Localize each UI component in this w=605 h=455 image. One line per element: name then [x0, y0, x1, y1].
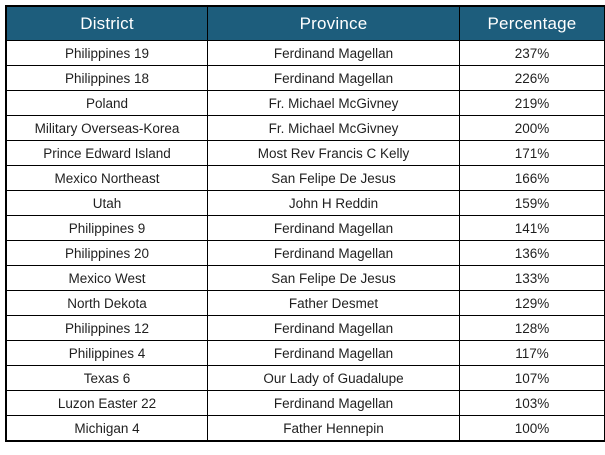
cell-percentage: 166%	[459, 165, 605, 191]
cell-percentage: 129%	[459, 290, 605, 316]
table-row: North Dekota Father Desmet 129%	[5, 290, 605, 316]
cell-province: Ferdinand Magellan	[207, 390, 460, 416]
cell-percentage: 107%	[459, 365, 605, 391]
cell-district: Philippines 9	[5, 215, 208, 241]
cell-district: North Dekota	[5, 290, 208, 316]
cell-district: Prince Edward Island	[5, 140, 208, 166]
cell-district: Luzon Easter 22	[5, 390, 208, 416]
table-row: Philippines 12 Ferdinand Magellan 128%	[5, 315, 605, 341]
cell-percentage: 103%	[459, 390, 605, 416]
column-header-district: District	[5, 5, 208, 41]
cell-district: Texas 6	[5, 365, 208, 391]
cell-province: Father Desmet	[207, 290, 460, 316]
table-row: Philippines 4 Ferdinand Magellan 117%	[5, 340, 605, 366]
cell-province: Ferdinand Magellan	[207, 40, 460, 66]
cell-percentage: 128%	[459, 315, 605, 341]
cell-district: Utah	[5, 190, 208, 216]
cell-province: Most Rev Francis C Kelly	[207, 140, 460, 166]
cell-percentage: 226%	[459, 65, 605, 91]
table-row: Mexico West San Felipe De Jesus 133%	[5, 265, 605, 291]
table-row: Mexico Northeast San Felipe De Jesus 166%	[5, 165, 605, 191]
cell-district: Philippines 19	[5, 40, 208, 66]
cell-province: San Felipe De Jesus	[207, 265, 460, 291]
cell-province: Father Hennepin	[207, 415, 460, 442]
header-row: District Province Percentage	[5, 5, 605, 41]
cell-percentage: 171%	[459, 140, 605, 166]
cell-province: Ferdinand Magellan	[207, 315, 460, 341]
cell-district: Mexico Northeast	[5, 165, 208, 191]
cell-percentage: 159%	[459, 190, 605, 216]
table-row: Philippines 18 Ferdinand Magellan 226%	[5, 65, 605, 91]
cell-province: John H Reddin	[207, 190, 460, 216]
district-percentage-table: District Province Percentage Philippines…	[5, 5, 605, 442]
table-row: Poland Fr. Michael McGivney 219%	[5, 90, 605, 116]
table-row: Philippines 19 Ferdinand Magellan 237%	[5, 40, 605, 66]
cell-percentage: 141%	[459, 215, 605, 241]
table-row: Philippines 9 Ferdinand Magellan 141%	[5, 215, 605, 241]
cell-province: Fr. Michael McGivney	[207, 115, 460, 141]
column-header-province: Province	[207, 5, 460, 41]
column-header-percentage: Percentage	[459, 5, 605, 41]
cell-province: Ferdinand Magellan	[207, 65, 460, 91]
table-header: District Province Percentage	[5, 5, 605, 41]
cell-district: Philippines 18	[5, 65, 208, 91]
table-row: Prince Edward Island Most Rev Francis C K…	[5, 140, 605, 166]
cell-district: Philippines 20	[5, 240, 208, 266]
table-body: Philippines 19 Ferdinand Magellan 237% Phil…	[5, 40, 605, 442]
table-row: Utah John H Reddin 159%	[5, 190, 605, 216]
table-row: Luzon Easter 22 Ferdinand Magellan 103%	[5, 390, 605, 416]
cell-district: Philippines 12	[5, 315, 208, 341]
table-row: Texas 6 Our Lady of Guadalupe 107%	[5, 365, 605, 391]
cell-percentage: 200%	[459, 115, 605, 141]
cell-district: Michigan 4	[5, 415, 208, 442]
cell-province: Our Lady of Guadalupe	[207, 365, 460, 391]
cell-percentage: 100%	[459, 415, 605, 442]
cell-district: Mexico West	[5, 265, 208, 291]
cell-district: Military Overseas-Korea	[5, 115, 208, 141]
table-row: Military Overseas-Korea Fr. Michael McGiv…	[5, 115, 605, 141]
cell-percentage: 219%	[459, 90, 605, 116]
cell-district: Poland	[5, 90, 208, 116]
cell-province: Ferdinand Magellan	[207, 340, 460, 366]
cell-percentage: 133%	[459, 265, 605, 291]
cell-percentage: 237%	[459, 40, 605, 66]
table-row: Michigan 4 Father Hennepin 100%	[5, 415, 605, 442]
cell-province: Ferdinand Magellan	[207, 240, 460, 266]
cell-province: Ferdinand Magellan	[207, 215, 460, 241]
table-row: Philippines 20 Ferdinand Magellan 136%	[5, 240, 605, 266]
cell-district: Philippines 4	[5, 340, 208, 366]
cell-province: Fr. Michael McGivney	[207, 90, 460, 116]
cell-percentage: 117%	[459, 340, 605, 366]
cell-percentage: 136%	[459, 240, 605, 266]
cell-province: San Felipe De Jesus	[207, 165, 460, 191]
